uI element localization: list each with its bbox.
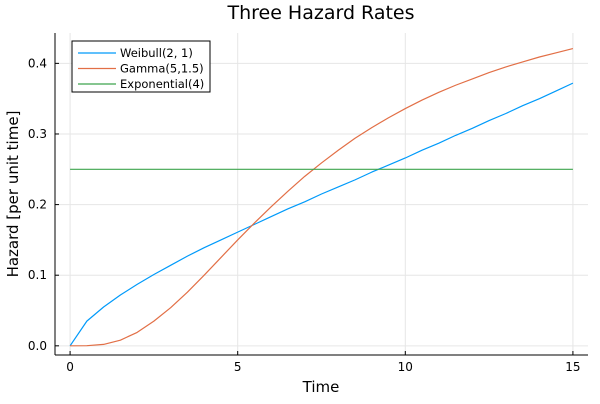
x-ticks: 0 5 10 15	[66, 351, 581, 374]
x-tick-label: 0	[66, 360, 74, 374]
legend-items: Weibull(2, 1) Gamma(5,1.5)Exponential(4)	[78, 46, 204, 91]
y-tick-label: 0.4	[28, 56, 47, 70]
x-axis-label: Time	[302, 378, 340, 396]
legend-label-3: Exponential(4)	[120, 77, 204, 91]
x-tick-label: 15	[565, 360, 580, 374]
series-line-1	[69, 82, 574, 347]
x-tick-label: 10	[398, 360, 413, 374]
legend: Weibull(2, 1) Gamma(5,1.5)Exponential(4)	[71, 40, 211, 93]
chart-title: Three Hazard Rates	[226, 2, 414, 24]
series-line-2	[70, 47, 574, 347]
y-tick-label: 0.2	[28, 198, 47, 212]
grid	[55, 33, 588, 355]
y-axis-label: Hazard [per unit time]	[4, 111, 22, 278]
series	[69, 47, 574, 347]
y-ticks: 0.0 0.1 0.2 0.3 0.4	[28, 56, 59, 353]
legend-label-2: Gamma(5,1.5)	[120, 62, 204, 76]
axes	[54, 33, 588, 356]
y-tick-label: 0.0	[28, 339, 47, 353]
y-tick-label: 0.3	[28, 127, 47, 141]
legend-label-1: Weibull(2, 1)	[120, 46, 193, 60]
x-tick-label: 5	[234, 360, 242, 374]
y-tick-label: 0.1	[28, 268, 47, 282]
